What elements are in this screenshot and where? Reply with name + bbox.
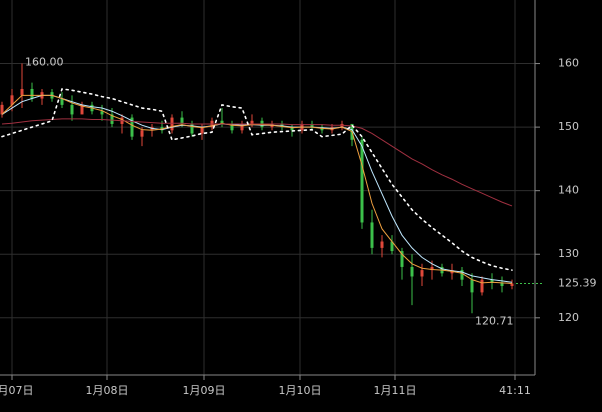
- candle-body: [20, 88, 24, 96]
- candle-body: [430, 266, 434, 271]
- candle-body: [110, 114, 114, 124]
- series-line: [1, 94, 513, 284]
- candle-body: [470, 279, 474, 293]
- series-line: [1, 118, 513, 207]
- candle-body: [480, 279, 484, 293]
- candle-body: [360, 139, 364, 223]
- candle-body: [130, 117, 134, 137]
- candle-body: [30, 88, 34, 99]
- candle-body: [380, 241, 384, 248]
- candle-body: [250, 120, 254, 124]
- candle-body: [70, 104, 74, 115]
- candle-body: [500, 282, 504, 287]
- candle-body: [420, 270, 424, 277]
- x-tick-label: 41:11: [499, 384, 531, 397]
- candle-body: [100, 111, 104, 115]
- annotation: 120.71: [475, 314, 514, 327]
- candle-body: [460, 270, 464, 280]
- candle-body: [80, 104, 84, 115]
- candle-body: [10, 95, 14, 105]
- candle-body: [60, 98, 64, 105]
- x-tick-label: 1月07日: [0, 384, 34, 397]
- candle-body: [0, 104, 4, 115]
- candle-body: [410, 266, 414, 277]
- candle-body: [230, 123, 234, 131]
- last-price-label: 125.39: [558, 277, 597, 290]
- y-tick-label: 140: [558, 184, 579, 197]
- candle-body: [390, 241, 394, 252]
- candle-body: [180, 117, 184, 124]
- candle-body: [290, 127, 294, 131]
- y-tick-label: 160: [558, 57, 579, 70]
- candle-body: [190, 123, 194, 134]
- x-tick-label: 1月10日: [279, 384, 322, 397]
- candle-body: [510, 283, 514, 287]
- y-tick-label: 120: [558, 311, 579, 324]
- candle-body: [400, 251, 404, 267]
- candle-body: [310, 123, 314, 128]
- candle-body: [140, 130, 144, 137]
- annotation: 160.00: [25, 56, 64, 69]
- x-tick-label: 1月09日: [183, 384, 226, 397]
- candle-body: [200, 127, 204, 134]
- candle-body: [240, 123, 244, 131]
- series-line: [1, 88, 513, 271]
- y-tick-label: 130: [558, 247, 579, 260]
- x-tick-label: 1月08日: [86, 384, 129, 397]
- candle-body: [370, 222, 374, 248]
- candle-body: [490, 279, 494, 283]
- x-tick-label: 1月11日: [374, 384, 417, 397]
- candle-body: [170, 117, 174, 131]
- candle-body: [220, 120, 224, 124]
- y-tick-label: 150: [558, 120, 579, 133]
